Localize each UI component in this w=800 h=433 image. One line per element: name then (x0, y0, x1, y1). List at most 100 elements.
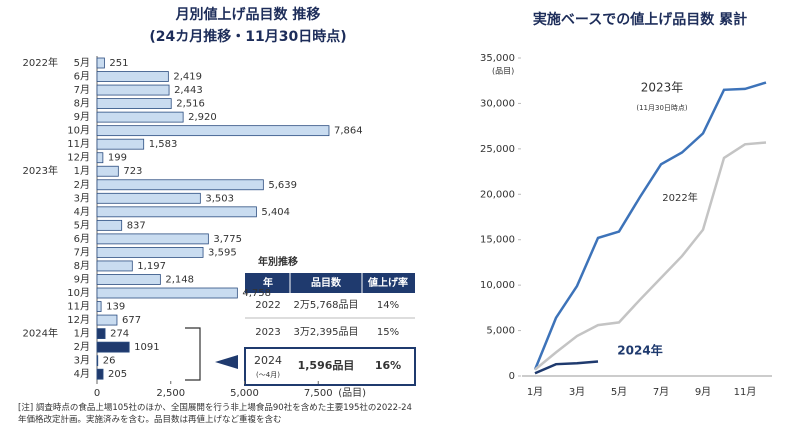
chart-title: 月別値上げ品目数 推移 (175, 6, 321, 23)
y-tick-label: 10,000 (480, 280, 515, 291)
value-label: 3,595 (208, 247, 237, 258)
line-series (534, 141, 767, 371)
table-cell: 2024 (254, 354, 282, 367)
bar (96, 138, 145, 150)
bar (96, 98, 172, 109)
y-tick-label: 10月 (67, 287, 90, 299)
y-tick-label: 4月 (74, 206, 90, 218)
bar (96, 233, 209, 245)
value-label: 1091 (134, 342, 159, 353)
table-header (245, 273, 415, 293)
bar (96, 84, 170, 96)
x-tick-label: 0 (94, 388, 100, 399)
y-tick-label: 30,000 (480, 98, 515, 109)
table-cell: (〜4月) (256, 371, 280, 379)
arrow (215, 355, 238, 369)
value-label: 205 (108, 369, 127, 380)
value-label: 2,516 (176, 99, 205, 110)
y-tick-label: 12月 (67, 314, 90, 326)
bar (96, 328, 106, 340)
bar (96, 192, 201, 204)
value-label: 1,583 (149, 139, 178, 150)
series-label: 2022年 (662, 191, 697, 204)
x-tick-label: 11月 (734, 386, 757, 398)
value-label: 2,920 (188, 112, 217, 123)
value-label: 199 (108, 153, 127, 164)
chart-title: 実施ベースでの値上げ品目数 累計 (533, 11, 747, 28)
table-title: 年別推移 (258, 255, 298, 268)
y-tick-label: 35,000 (480, 53, 515, 64)
bar (96, 111, 184, 123)
value-label: 2,148 (165, 274, 194, 285)
bar (96, 219, 123, 231)
footnote: [注] 調査時点の食品上場105社のほか、全国展開を行う非上場食品90社を含めた… (18, 403, 412, 425)
y-tick-label: 2月 (74, 179, 90, 191)
table-cell: 1,596品目 (298, 359, 355, 372)
x-tick-label: 2,500 (156, 388, 185, 399)
series-label: 2024年 (617, 343, 662, 358)
y-tick-label: 10月 (67, 125, 90, 137)
bracket (185, 327, 201, 381)
bar (96, 314, 118, 326)
bar (96, 57, 105, 69)
y-tick-label: 25,000 (480, 144, 515, 155)
x-tick-label: 1月 (527, 386, 543, 398)
year-label: 2023年 (23, 164, 58, 177)
x-tick-label: 7月 (653, 386, 669, 398)
table-header-cell: 値上げ率 (367, 276, 408, 289)
series-note: (11月30日時点) (636, 104, 688, 112)
value-label: 3,775 (213, 234, 242, 245)
y-tick-label: 4月 (74, 368, 90, 380)
bar (96, 287, 238, 299)
y-tick-label: 20,000 (480, 189, 515, 200)
value-label: 3,503 (205, 193, 234, 204)
x-unit: (品目) (338, 387, 366, 399)
chart-subtitle: (24カ月推移・11月30日時点) (149, 28, 346, 45)
y-tick-label: 7月 (74, 84, 90, 96)
bar (96, 165, 119, 177)
bar (96, 301, 102, 312)
y-tick-label: 11月 (67, 301, 90, 313)
x-tick-label: 3月 (569, 386, 585, 398)
value-label: 5,404 (261, 207, 290, 218)
y-tick-label: 7月 (74, 246, 90, 258)
y-tick-label: 3月 (74, 192, 90, 204)
year-label: 2024年 (23, 327, 58, 340)
bar (96, 341, 130, 353)
y-tick-label: 5月 (74, 57, 90, 69)
bar (96, 71, 169, 82)
y-tick-label: 12月 (67, 152, 90, 164)
y-tick-label: 5月 (74, 219, 90, 231)
table-cell: 15% (377, 327, 399, 338)
bar (96, 274, 161, 285)
year-label: 2022年 (23, 56, 58, 69)
x-tick-label: 9月 (695, 386, 711, 398)
value-label: 26 (103, 356, 116, 367)
value-label: 2,443 (174, 85, 203, 96)
value-label: 677 (122, 315, 141, 326)
value-label: 274 (110, 329, 129, 340)
y-tick-label: 15,000 (480, 235, 515, 246)
table-cell: 16% (375, 359, 401, 372)
bar (96, 125, 330, 137)
y-tick-label: 8月 (74, 260, 90, 272)
value-label: 837 (127, 220, 146, 231)
x-tick-label: 5,000 (230, 388, 259, 399)
value-label: 139 (106, 302, 125, 313)
table-cell: 14% (377, 300, 399, 311)
y-tick-label: 6月 (74, 233, 90, 245)
line-series (533, 81, 767, 371)
value-label: 4,758 (242, 288, 271, 299)
bar (96, 179, 264, 191)
table-cell: 2023 (255, 327, 280, 338)
bar (96, 355, 99, 367)
y-tick-label: 6月 (74, 71, 90, 83)
highlight-box (244, 347, 416, 386)
x-tick-label: 5月 (611, 386, 627, 398)
value-label: 1,197 (137, 261, 166, 272)
table-cell: 3万2,395品目 (294, 326, 359, 338)
series-label: 2023年 (641, 81, 684, 95)
value-label: 5,639 (268, 180, 297, 191)
